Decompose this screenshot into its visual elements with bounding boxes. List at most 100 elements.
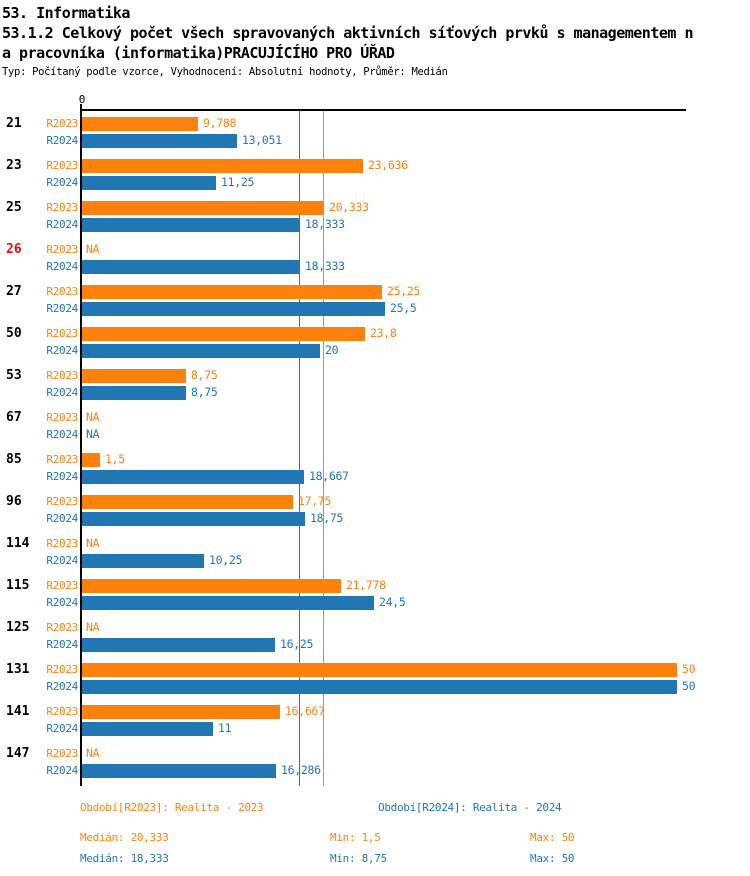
bar-r2024-26 (82, 260, 300, 274)
category-label-85: 85 (6, 452, 22, 467)
chart-title-line-2: a pracovníka (informatika)PRACUJÍCÍHO PR… (2, 44, 395, 62)
series-label-r2023-141: R2023 (46, 705, 78, 718)
series-label-r2023-50: R2023 (46, 327, 78, 340)
value-label-r2024-114: 10,25 (209, 553, 243, 567)
bar-r2023-115 (82, 579, 341, 593)
value-label-r2024-125: 16,25 (280, 637, 314, 651)
series-label-r2024-21: R2024 (46, 134, 78, 147)
series-label-r2023-131: R2023 (46, 663, 78, 676)
bar-r2023-27 (82, 285, 382, 299)
series-label-r2024-141: R2024 (46, 722, 78, 735)
series-label-r2023-26: R2023 (46, 243, 78, 256)
series-label-r2024-125: R2024 (46, 638, 78, 651)
x-axis-zero-tick-label: 0 (78, 93, 86, 106)
y-axis-line (80, 104, 82, 786)
value-label-r2024-147: 16,286 (281, 763, 321, 777)
value-label-r2023-25: 20,333 (329, 200, 369, 214)
category-label-131: 131 (6, 662, 30, 677)
category-label-115: 115 (6, 578, 30, 593)
value-label-r2024-85: 18,667 (309, 469, 349, 483)
median-line-r2024 (299, 111, 300, 786)
bar-r2024-141 (82, 722, 213, 736)
value-label-r2024-50: 20 (325, 343, 339, 357)
value-label-r2024-26: 18,333 (305, 259, 345, 273)
category-label-26: 26 (6, 242, 22, 257)
series-label-r2024-96: R2024 (46, 512, 78, 525)
series-label-r2024-26: R2024 (46, 260, 78, 273)
series-label-r2023-114: R2023 (46, 537, 78, 550)
bar-r2024-85 (82, 470, 304, 484)
series-label-r2024-50: R2024 (46, 344, 78, 357)
stat-min-r2023: Min: 1,5 (330, 831, 381, 844)
bar-r2024-25 (82, 218, 300, 232)
bar-r2023-50 (82, 327, 365, 341)
chart-meta: Typ: Počítaný podle vzorce, Vyhodnocení:… (2, 66, 448, 78)
bar-r2024-21 (82, 134, 237, 148)
median-line-r2023 (323, 111, 324, 786)
value-label-r2024-21: 13,051 (242, 133, 282, 147)
stat-median-r2023: Medián: 20,333 (80, 831, 169, 844)
category-label-50: 50 (6, 326, 22, 341)
bar-r2024-53 (82, 386, 186, 400)
value-label-r2023-26: NA (86, 242, 100, 256)
chart-title-line-1: 53.1.2 Celkový počet všech spravovaných … (2, 24, 694, 42)
bar-r2024-115 (82, 596, 374, 610)
series-label-r2024-131: R2024 (46, 680, 78, 693)
legend-r2023: Období[R2023]: Realita - 2023 (80, 801, 264, 814)
bar-r2023-141 (82, 705, 280, 719)
value-label-r2023-131: 50 (682, 662, 696, 676)
value-label-r2023-114: NA (86, 536, 100, 550)
value-label-r2023-23: 23,636 (368, 158, 408, 172)
series-label-r2023-23: R2023 (46, 159, 78, 172)
value-label-r2024-131: 50 (682, 679, 696, 693)
bar-r2023-23 (82, 159, 363, 173)
series-label-r2023-96: R2023 (46, 495, 78, 508)
value-label-r2023-141: 16,667 (285, 704, 325, 718)
category-label-125: 125 (6, 620, 30, 635)
value-label-r2024-67: NA (86, 427, 100, 441)
stat-max-r2024: Max: 50 (530, 852, 575, 865)
series-label-r2023-85: R2023 (46, 453, 78, 466)
stat-min-r2024: Min: 8,75 (330, 852, 387, 865)
bar-r2024-131 (82, 680, 677, 694)
value-label-r2023-85: 1,5 (105, 452, 125, 466)
category-label-25: 25 (6, 200, 22, 215)
legend-r2024: Období[R2024]: Realita - 2024 (378, 801, 562, 814)
value-label-r2023-50: 23,8 (370, 326, 397, 340)
bar-r2023-131 (82, 663, 677, 677)
value-label-r2023-21: 9,788 (203, 116, 237, 130)
category-label-147: 147 (6, 746, 30, 761)
value-label-r2024-27: 25,5 (390, 301, 417, 315)
category-label-21: 21 (6, 116, 22, 131)
series-label-r2023-27: R2023 (46, 285, 78, 298)
page-title: 53. Informatika (2, 4, 130, 22)
value-label-r2023-27: 25,25 (387, 284, 421, 298)
category-label-53: 53 (6, 368, 22, 383)
bar-r2023-85 (82, 453, 100, 467)
category-label-96: 96 (6, 494, 22, 509)
value-label-r2023-96: 17,75 (298, 494, 332, 508)
bar-r2024-147 (82, 764, 276, 778)
series-label-r2023-115: R2023 (46, 579, 78, 592)
bar-r2024-125 (82, 638, 275, 652)
bar-r2023-21 (82, 117, 198, 131)
series-label-r2023-21: R2023 (46, 117, 78, 130)
value-label-r2024-25: 18,333 (305, 217, 345, 231)
bar-r2023-96 (82, 495, 293, 509)
bar-r2024-27 (82, 302, 385, 316)
bar-r2024-23 (82, 176, 216, 190)
stat-median-r2024: Medián: 18,333 (80, 852, 169, 865)
category-label-27: 27 (6, 284, 22, 299)
value-label-r2023-115: 21,778 (346, 578, 386, 592)
value-label-r2024-141: 11 (218, 721, 232, 735)
bar-r2023-53 (82, 369, 186, 383)
series-label-r2023-53: R2023 (46, 369, 78, 382)
value-label-r2023-125: NA (86, 620, 100, 634)
value-label-r2023-53: 8,75 (191, 368, 218, 382)
bar-r2023-25 (82, 201, 324, 215)
series-label-r2023-25: R2023 (46, 201, 78, 214)
bar-r2024-96 (82, 512, 305, 526)
series-label-r2024-27: R2024 (46, 302, 78, 315)
category-label-23: 23 (6, 158, 22, 173)
